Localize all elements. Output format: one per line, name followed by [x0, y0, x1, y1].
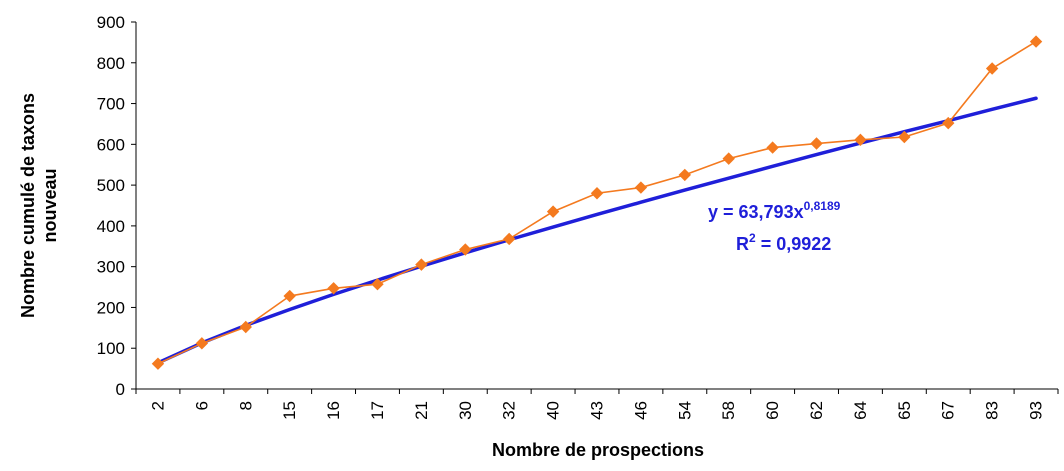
x-tick-label: 93: [1027, 401, 1046, 420]
data-point: [898, 130, 911, 144]
data-point: [590, 187, 604, 200]
y-tick-label: 400: [97, 217, 125, 236]
data-point: [546, 205, 560, 218]
data-point: [634, 181, 648, 194]
y-axis-title: Nombre cumulé de taxons nouveau: [18, 93, 60, 318]
x-tick-label: 64: [851, 401, 870, 420]
data-point: [327, 282, 340, 295]
x-tick-label: 43: [588, 401, 607, 420]
y-tick-label: 500: [97, 176, 125, 195]
x-axis-title: Nombre de prospections: [492, 440, 704, 460]
x-tick-label: 16: [324, 401, 343, 420]
data-point: [678, 168, 692, 182]
x-tick-label: 6: [192, 401, 211, 410]
trendline: [156, 96, 1038, 365]
x-tick-label: 40: [544, 401, 563, 420]
y-tick-label: 300: [97, 258, 125, 277]
data-point: [810, 137, 823, 150]
y-tick-label: 600: [97, 135, 125, 154]
x-tick-label: 83: [983, 401, 1002, 420]
observed-series-line: [157, 40, 1037, 365]
data-point: [459, 243, 472, 256]
equation-exponent: 0,8189: [804, 199, 841, 213]
x-tick-label: 58: [719, 401, 738, 420]
x-tick-label: 2: [148, 401, 167, 410]
data-point: [502, 232, 516, 246]
ticks-layer: 0 100 200 300 400 500 600 700 800 900 2 6 8 15 16 17 21 3…: [97, 13, 1059, 420]
trendline-equation: y = 63,793x0,8189: [708, 199, 841, 222]
x-tick-label: 17: [368, 401, 387, 420]
r2-label: R: [736, 234, 749, 254]
data-point: [766, 141, 779, 154]
x-tick-label: 62: [807, 401, 826, 420]
series-layer: [151, 35, 1043, 370]
equation-main: y = 63,793x: [708, 202, 804, 222]
x-tick-label: 15: [280, 401, 299, 420]
x-tick-label: 46: [631, 401, 650, 420]
x-tick-label: 67: [939, 401, 958, 420]
y-tick-label: 0: [116, 380, 125, 399]
data-point: [985, 62, 999, 75]
x-tick-label: 30: [456, 401, 475, 420]
data-point: [151, 357, 165, 370]
data-point: [942, 116, 955, 130]
trendline-r-squared: R2 = 0,9922: [736, 231, 831, 254]
x-tick-label: 54: [675, 401, 694, 420]
axes-layer: [135, 22, 1058, 390]
data-point: [415, 258, 428, 271]
x-tick-label: 21: [412, 401, 431, 420]
y-axis-title-line-2: nouveau: [40, 168, 60, 242]
y-tick-label: 800: [97, 54, 125, 73]
data-point: [854, 133, 867, 147]
data-point: [283, 289, 296, 303]
data-point: [239, 320, 252, 334]
y-tick-label: 700: [97, 95, 125, 114]
y-axis-title-line-1: Nombre cumulé de taxons: [18, 93, 38, 318]
data-point: [722, 152, 735, 165]
data-point: [371, 277, 384, 291]
x-tick-label: 8: [236, 401, 255, 410]
x-tick-label: 32: [500, 401, 519, 420]
data-point: [195, 337, 209, 350]
x-tick-label: 65: [895, 401, 914, 420]
y-tick-label: 200: [97, 298, 125, 317]
x-tick-label: 60: [763, 401, 782, 420]
y-tick-label: 900: [97, 13, 125, 32]
r2-value: = 0,9922: [756, 234, 832, 254]
y-tick-label: 100: [97, 339, 125, 358]
r2-superscript: 2: [749, 231, 756, 245]
data-point: [1029, 35, 1043, 48]
